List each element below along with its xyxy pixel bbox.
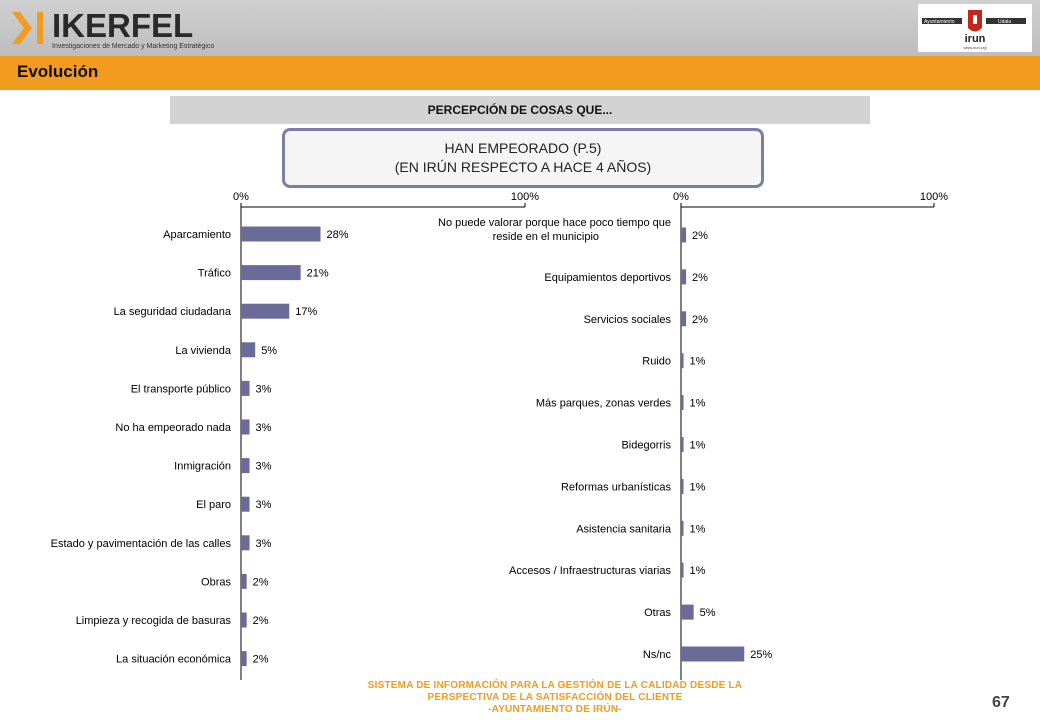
footer-line-1: SISTEMA DE INFORMACIÓN PARA LA GESTIÓN D… <box>367 680 743 691</box>
header-banner: IKERFEL Investigaciones de Mercado y Mar… <box>0 0 1040 56</box>
chart1-category-label: Inmigración <box>174 461 231 473</box>
chart1-bar <box>241 380 250 396</box>
chart2-value-label: 1% <box>690 398 706 410</box>
logo-bar-icon <box>37 12 43 44</box>
chart1-category-label: No ha empeorado nada <box>115 422 231 434</box>
chart2-category-label: Ns/nc <box>643 649 672 661</box>
chart2-value-label: 25% <box>750 649 772 661</box>
chart1-bar <box>241 573 247 589</box>
chart2-category-label: Servicios sociales <box>584 314 672 326</box>
chart1-category-label: El paro <box>196 499 231 511</box>
logo-name: irun <box>965 33 986 45</box>
logo-url: www.irun.org <box>963 45 986 50</box>
chart2-value-label: 1% <box>690 440 706 452</box>
chart1-bar <box>241 226 321 242</box>
chart2-value-label: 2% <box>692 272 708 284</box>
chart2-category-label: No puede valorar porque hace poco tiempo… <box>438 217 671 229</box>
chart2-value-label: 2% <box>692 230 708 242</box>
chart1-bar <box>241 535 250 551</box>
chart2-value-label: 1% <box>690 356 706 368</box>
ikerfel-logo: IKERFEL Investigaciones de Mercado y Mar… <box>12 7 214 50</box>
chart1-bar <box>241 419 250 435</box>
chart2-category-label: reside en el municipio <box>493 231 599 243</box>
chart1-value-label: 21% <box>307 268 329 280</box>
chart1-value-label: 28% <box>327 229 349 241</box>
chart-subheader: PERCEPCIÓN DE COSAS QUE... <box>170 96 870 124</box>
chart2-category-label: Equipamientos deportivos <box>544 272 671 284</box>
logo-left-label: Ayuntamiento <box>924 19 955 25</box>
chart1-value-label: 2% <box>253 615 269 627</box>
chart1-value-label: 2% <box>253 576 269 588</box>
chart1-bar <box>241 458 250 474</box>
chart1-tick-label: 0% <box>233 191 249 203</box>
footer-line-3: -AYUNTAMIENTO DE IRÚN- <box>488 704 622 715</box>
chart1-category-label: La seguridad ciudadana <box>114 306 232 318</box>
chart1-bar <box>241 265 301 281</box>
chart1-bar <box>241 496 250 512</box>
chart2-value-label: 1% <box>690 523 706 535</box>
chart1-bar <box>241 612 247 628</box>
chart1-category-label: Tráfico <box>198 268 231 280</box>
chart2-value-label: 2% <box>692 314 708 326</box>
chart2-bar <box>681 353 684 369</box>
chart2-bar <box>681 520 684 536</box>
chart2-category-label: Ruido <box>642 356 671 368</box>
chart1-tick-label: 100% <box>511 191 539 203</box>
chart2-category-label: Más parques, zonas verdes <box>536 398 672 410</box>
chart2-bar <box>681 311 687 327</box>
section-bar: Evolución <box>0 56 1040 90</box>
chart2-category-label: Otras <box>644 607 671 619</box>
chart2-category-label: Reformas urbanísticas <box>561 481 672 493</box>
chart1-category-label: Obras <box>201 576 231 588</box>
chart2-value-label: 1% <box>690 481 706 493</box>
chart1-category-label: Limpieza y recogida de basuras <box>76 615 232 627</box>
brand-name: IKERFEL <box>52 7 193 44</box>
chart2-bar <box>681 562 684 578</box>
chart1-bar <box>241 342 256 358</box>
chart1-category-label: El transporte público <box>131 383 231 395</box>
brand-tagline: Investigaciones de Mercado y Marketing E… <box>52 43 214 50</box>
chart1-value-label: 3% <box>256 383 272 395</box>
chart1-category-label: La situación económica <box>116 654 232 666</box>
question-line-1: HAN EMPEORADO (P.5) <box>444 140 602 156</box>
chart2-bar <box>681 227 687 243</box>
chart2-bar <box>681 395 684 411</box>
question-box: HAN EMPEORADO (P.5) (EN IRÚN RESPECTO A … <box>282 128 764 188</box>
chart1-category-label: La vivienda <box>175 345 232 357</box>
irun-logo: Ayuntamiento Udala irun www.irun.org <box>918 4 1032 52</box>
chart1-value-label: 5% <box>261 345 277 357</box>
chart2-tick-label: 0% <box>673 191 689 203</box>
chart2-value-label: 1% <box>690 565 706 577</box>
chart1-value-label: 2% <box>253 654 269 666</box>
footer-text: SISTEMA DE INFORMACIÓN PARA LA GESTIÓN D… <box>280 680 830 716</box>
chart1-bar <box>241 303 290 319</box>
chart2-bar <box>681 478 684 494</box>
chart1-value-label: 3% <box>256 499 272 511</box>
footer-line-2: PERSPECTIVA DE LA SATISFACCIÓN DEL CLIEN… <box>427 692 683 703</box>
chart2-category-label: Bidegorris <box>621 440 671 452</box>
chart1-bar <box>241 651 247 667</box>
chart2-bar <box>681 437 684 452</box>
chart2-bar <box>681 269 687 285</box>
question-line-2: (EN IRÚN RESPECTO A HACE 4 AÑOS) <box>394 159 652 175</box>
logo-right-label: Udala <box>998 19 1011 25</box>
bar-charts: 0% 100% 28% Aparcamiento 21% Tráfico 17% La seg… <box>51 191 948 680</box>
chart2-tick-label: 100% <box>920 191 948 203</box>
chart2-bar <box>681 646 745 662</box>
chart1-value-label: 3% <box>256 538 272 550</box>
chart1-value-label: 3% <box>256 461 272 473</box>
chart2-category-label: Accesos / Infraestructuras viarias <box>509 565 672 577</box>
chart2-category-label: Asistencia sanitaria <box>576 523 672 535</box>
chart1-value-label: 3% <box>256 422 272 434</box>
chart2-value-label: 5% <box>700 607 716 619</box>
chart1-category-label: Estado y pavimentación de las calles <box>51 538 232 550</box>
section-title: Evolución <box>17 62 99 81</box>
chart1-value-label: 17% <box>295 306 317 318</box>
chart2-bar <box>681 604 694 620</box>
logo-chevron-icon <box>12 12 32 44</box>
page-number: 67 <box>992 694 1010 711</box>
chart1-category-label: Aparcamiento <box>163 229 231 241</box>
